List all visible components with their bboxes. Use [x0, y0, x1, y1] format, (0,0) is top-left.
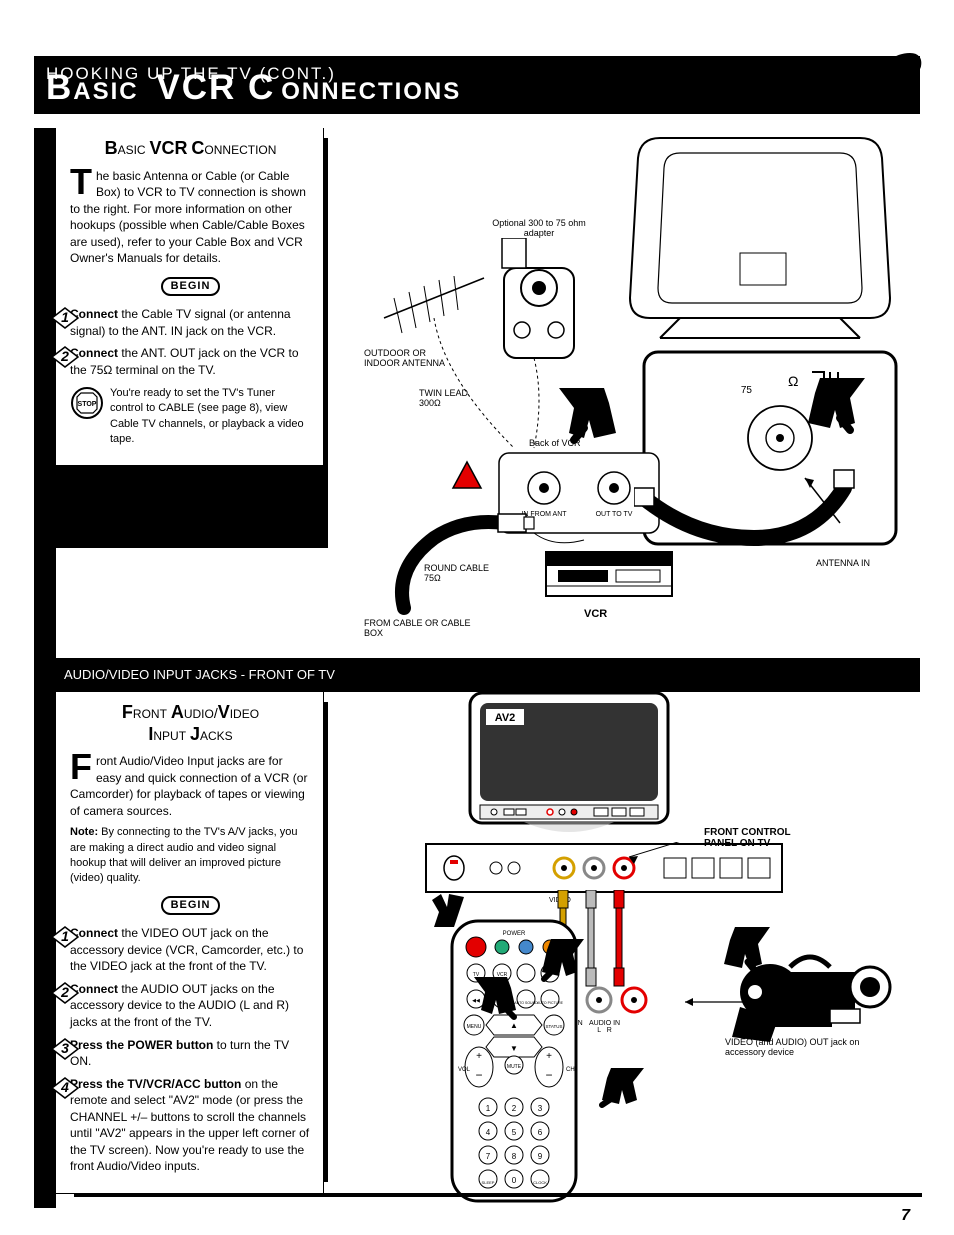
svg-text:+: + — [476, 1051, 482, 1062]
svg-text:▲: ▲ — [510, 1021, 518, 1030]
svg-text:4: 4 — [486, 1128, 491, 1137]
svg-text:6: 6 — [538, 1128, 543, 1137]
from-cable-label: FROM CABLE OR CABLE BOX — [364, 618, 474, 638]
top-diagram: Ω ANTENNA IN 75 — [334, 128, 920, 658]
vcr-unit-icon — [544, 548, 674, 608]
page-number: 7 — [901, 1207, 910, 1225]
bottom-step2: Connect the AUDIO OUT jacks on the acces… — [70, 981, 311, 1031]
vcr-back-label: Back of VCR — [529, 438, 581, 448]
svg-text:2: 2 — [60, 984, 69, 1000]
hand-icon — [599, 1060, 649, 1110]
svg-text:SLEEP: SLEEP — [482, 1180, 495, 1185]
svg-text:POWER: POWER — [503, 931, 526, 937]
warning-triangle-icon — [449, 458, 485, 492]
75-label: 75 — [741, 385, 752, 396]
front-panel-label: FRONT CONTROL PANEL ON TV — [704, 827, 824, 849]
begin-badge: BEGIN — [161, 896, 221, 915]
svg-text:7: 7 — [486, 1152, 491, 1161]
adapter-label: Optional 300 to 75 ohm adapter — [489, 218, 589, 238]
svg-text:2: 2 — [512, 1104, 517, 1113]
stop-icon: STOP — [70, 386, 104, 420]
section-front-av: AUDIO/VIDEO INPUT JACKS - FRONT OF TV FR… — [34, 658, 920, 1208]
twin-lead-label: TWIN LEAD 300Ω — [419, 388, 479, 408]
svg-text:0: 0 — [512, 1176, 517, 1185]
tv-back-icon — [620, 128, 900, 348]
svg-text:VOL: VOL — [458, 1067, 471, 1073]
svg-text:3: 3 — [538, 1104, 543, 1113]
hand-icon — [539, 934, 589, 984]
vcr-label: VCR — [584, 608, 607, 620]
svg-text:3: 3 — [61, 1040, 69, 1056]
top-heading: BASIC VCR CONNECTION — [70, 138, 311, 160]
svg-text:Ω: Ω — [788, 373, 798, 389]
svg-text:CLOCK: CLOCK — [533, 1180, 547, 1185]
svg-text:1: 1 — [61, 928, 69, 944]
svg-text:AUTO PICTURE: AUTO PICTURE — [537, 1001, 564, 1005]
bottom-step4: Press the TV/VCR/ACC button on the remot… — [70, 1076, 311, 1175]
title-bar: HOOKING UP THE TV (CONT.) BASIC VCR CONN… — [34, 56, 920, 114]
bottom-diagram: AV2 — [334, 692, 920, 1202]
svg-text:▼: ▼ — [510, 1044, 518, 1053]
svg-text:AV2: AV2 — [495, 712, 516, 724]
svg-text:9: 9 — [538, 1152, 543, 1161]
svg-text:MUTE: MUTE — [507, 1064, 522, 1070]
bottom-note: Note: By connecting to the TV's A/V jack… — [70, 825, 311, 886]
section-vcr-connection: BASIC VCR CONNECTION The basic Antenna o… — [34, 128, 920, 658]
svg-text:4: 4 — [60, 1079, 69, 1095]
bottom-heading: FRONT AUDIO/VIDEO INPUT JACKS — [70, 702, 311, 745]
tv-front-icon: AV2 — [464, 687, 674, 847]
hand-icon — [469, 972, 519, 1022]
svg-text:2: 2 — [60, 348, 69, 364]
bottom-step1: Connect the VIDEO OUT jack on the access… — [70, 925, 311, 975]
hand-icon — [800, 368, 870, 438]
svg-text:1: 1 — [486, 1104, 491, 1113]
svg-text:CH: CH — [566, 1067, 575, 1073]
svg-text:8: 8 — [512, 1152, 517, 1161]
coax-cable-icon — [394, 498, 544, 618]
svg-text:STOP: STOP — [78, 401, 97, 408]
svg-text:MENU: MENU — [467, 1024, 482, 1030]
begin-badge: BEGIN — [161, 277, 221, 296]
bottom-step3: Press the POWER button to turn the TV ON… — [70, 1037, 311, 1070]
top-step1: Connect the Cable TV signal (or antenna … — [70, 306, 311, 339]
audio-in-label: AUDIO IN L R — [589, 1020, 620, 1034]
svg-text:5: 5 — [512, 1128, 517, 1137]
stop-block: STOP You're ready to set the TV's Tuner … — [70, 386, 311, 453]
bottom-intro: Front Audio/Video Input jacks are for ea… — [70, 753, 311, 819]
svg-text:STATUS: STATUS — [545, 1024, 562, 1029]
top-intro: The basic Antenna or Cable (or Cable Box… — [70, 168, 311, 267]
svg-text:−: − — [545, 1068, 552, 1082]
round-cable-label: ROUND CABLE 75Ω — [424, 563, 504, 583]
svg-text:OUT TO TV: OUT TO TV — [596, 511, 633, 518]
svg-text:−: − — [475, 1068, 482, 1082]
arrow-icon — [675, 992, 765, 1022]
svg-text:1: 1 — [61, 309, 69, 325]
svg-text:+: + — [546, 1051, 552, 1062]
top-step2: Connect the ANT. OUT jack on the VCR to … — [70, 345, 311, 378]
title-main: BASIC VCR CONNECTIONS — [46, 68, 461, 108]
